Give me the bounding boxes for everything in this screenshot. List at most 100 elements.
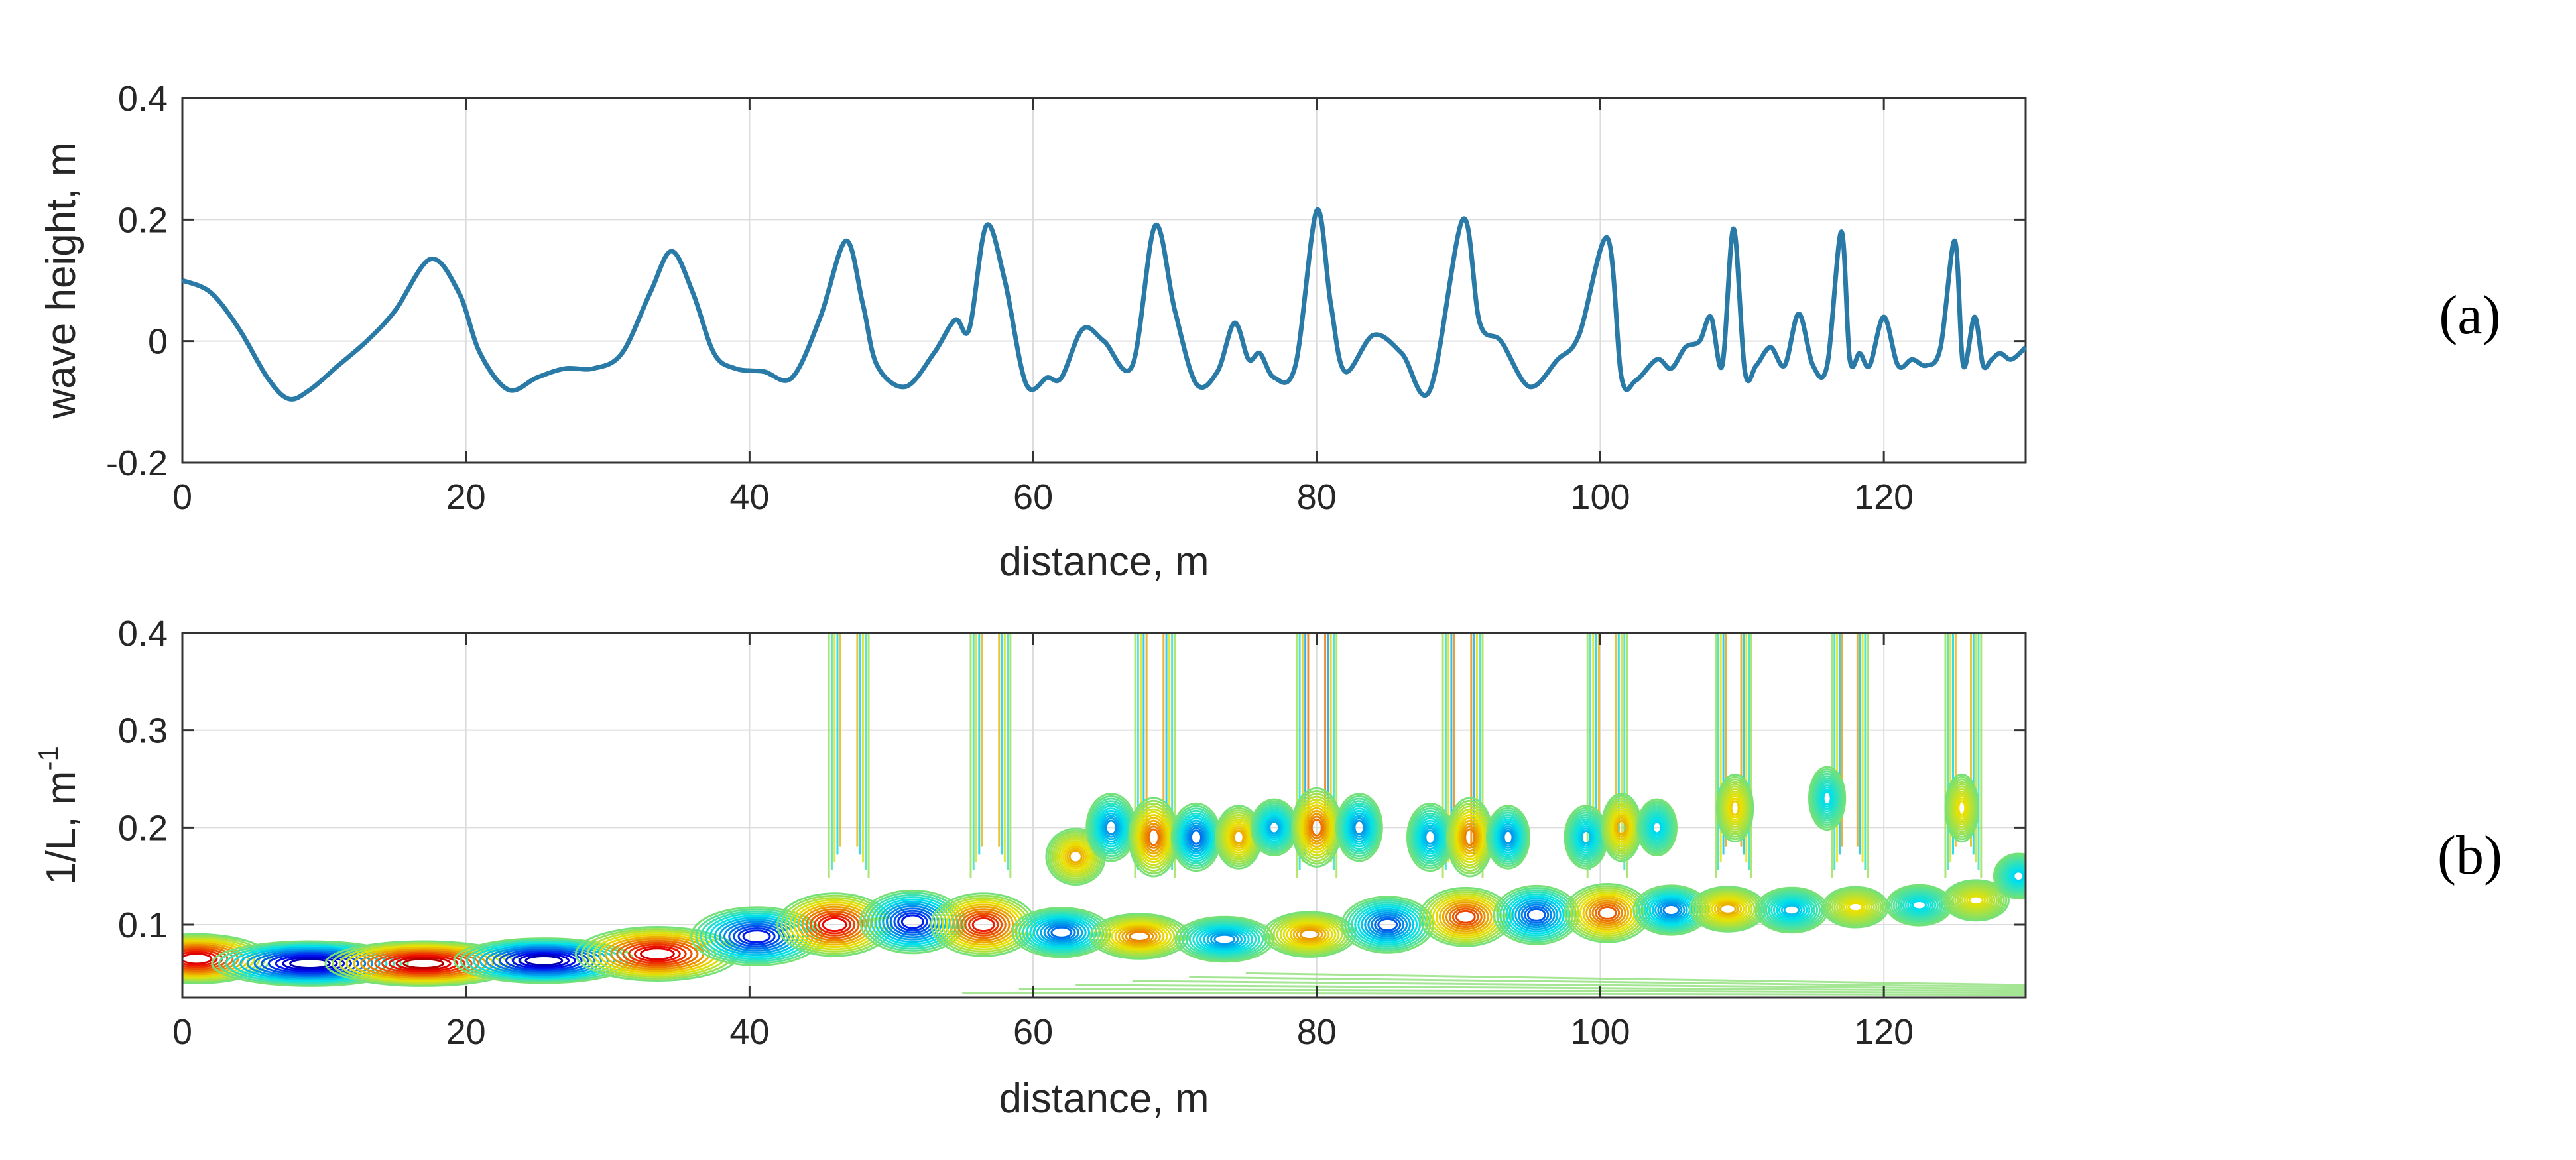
- wavelet-y-axis-label-group: 1/L, m-1: [32, 746, 84, 885]
- wave-height-series-line: [181, 207, 2028, 402]
- wavelet-contour-ring: [1639, 802, 1675, 852]
- wavelet-contour-ring: [1496, 887, 1577, 943]
- wavelet-contour-ring: [1060, 842, 1091, 872]
- wavelet-contour-ring: [1775, 899, 1808, 921]
- wavelet-contour-ring: [1347, 809, 1372, 845]
- wavelet-contour-ring: [1464, 828, 1476, 846]
- wavelet-contour-ring: [388, 955, 459, 972]
- wavelet-contour-ring: [1489, 809, 1528, 865]
- y-tick-label: 0.4: [118, 614, 168, 654]
- wavelet-contour-ring: [1199, 927, 1250, 952]
- wavelet-contour-ring: [253, 950, 367, 978]
- y-tick-label: 0.1: [118, 905, 168, 945]
- wavelet-contour-ring: [1490, 811, 1526, 863]
- wavelet-contour-ring: [1339, 797, 1380, 858]
- wavelet-contour-ring: [1845, 900, 1866, 914]
- wavelet-contour-ring: [182, 951, 218, 967]
- wavelet-contour-ring: [472, 942, 615, 980]
- wavelet-contour-ring: [1571, 816, 1601, 858]
- wavelet-contour-ring: [1968, 895, 1984, 906]
- wavelet-contour-ring: [1231, 827, 1247, 847]
- wavelet-contour-ring: [960, 910, 1007, 939]
- wavelet-contour-ring: [1487, 807, 1529, 868]
- wavelet-contour-ring: [1573, 818, 1599, 856]
- wavelet-contour-ring: [402, 958, 444, 969]
- wavelet-contour-ring: [1612, 812, 1631, 843]
- wavelet-contour-ring: [1188, 827, 1204, 848]
- wavelet-contour-ring: [1808, 766, 1847, 831]
- wavelet-contour-ring: [1613, 815, 1630, 841]
- wavelet-contour-ring: [1282, 921, 1337, 949]
- wavelet-contour-ring: [1485, 805, 1530, 870]
- wavelet-contour-ring: [1831, 892, 1880, 923]
- wavelet-contour-ring: [1178, 917, 1271, 961]
- wavelet-contour-ring: [1643, 808, 1671, 846]
- wavelet-contour-ring: [1595, 903, 1621, 923]
- wavelet-contour-ring: [1708, 897, 1748, 921]
- wavelet-contour-ring: [1597, 906, 1617, 920]
- wavelet-contour-ring: [1660, 902, 1683, 918]
- wavelet-contour-ring: [1414, 815, 1446, 860]
- wavelet-contour-ring: [1569, 814, 1603, 860]
- wavelet-contour-ring: [1524, 905, 1550, 924]
- wavelet-contour-ring: [1765, 893, 1819, 927]
- wavelet-contour-ring: [1650, 819, 1664, 837]
- wavelet-contour-ring: [1502, 891, 1571, 939]
- wavelet-contour-ring: [616, 939, 699, 968]
- wavelet-contour-ring: [822, 917, 847, 933]
- wavelet-contour-ring: [1726, 793, 1744, 823]
- wavelet-contour-ring: [723, 921, 790, 952]
- wavelet-contour-ring: [1424, 829, 1436, 845]
- wavelet-contour-ring: [1949, 884, 2003, 917]
- wavelet-contour-ring: [1226, 821, 1251, 854]
- wavelet-contour-ring: [934, 894, 1033, 955]
- wavelet-contour-ring: [1036, 919, 1087, 946]
- wavelet-contour-ring: [1364, 909, 1412, 940]
- wavelet-contour-ring: [1576, 823, 1596, 852]
- wavelet-contour-ring: [239, 947, 381, 981]
- x-tick-label: 80: [1297, 477, 1337, 517]
- wavelet-contour-ring: [1418, 819, 1443, 855]
- wavelet-contour-ring: [1954, 886, 1998, 915]
- wavelet-contour-ring: [1103, 817, 1119, 838]
- wavelet-contour-ring: [1646, 813, 1668, 842]
- wavelet-contour-ring: [1569, 887, 1645, 939]
- wavelet-contour-ring: [1963, 892, 1989, 909]
- wavelet-contour-ring: [1716, 773, 1754, 843]
- y-tick-label: -0.2: [106, 443, 168, 483]
- wavelet-contour-ring: [1949, 783, 1975, 833]
- wavelet-contour-ring: [1953, 790, 1971, 826]
- wavelet-contour-ring: [801, 905, 868, 944]
- wavelet-contour-ring: [1421, 824, 1440, 850]
- wavelet-contour-ring: [1462, 825, 1477, 849]
- x-tick-label: 0: [172, 477, 192, 517]
- wavelet-contour-ring: [182, 938, 255, 979]
- wavelet-contour-ring: [1040, 921, 1083, 944]
- wavelet-contour-ring: [1520, 903, 1552, 927]
- wavelet-contour-ring: [1501, 827, 1515, 847]
- wavelet-contour-ring: [742, 929, 771, 943]
- wavelet-contour-ring: [1107, 921, 1172, 952]
- wavelet-contour-ring: [499, 949, 589, 973]
- wavelet-contour-ring: [1780, 903, 1803, 917]
- wavelet-contour-ring: [1302, 804, 1332, 851]
- wavelet-low-frequency-streak: [1132, 980, 2026, 990]
- wavelet-contour-ring: [261, 951, 359, 976]
- wavelet-contour-ring: [1114, 924, 1165, 949]
- wavelet-contour-ring: [182, 953, 213, 965]
- wavelet-contour-ring: [1607, 802, 1637, 852]
- wavelet-contour-ring: [1117, 925, 1161, 947]
- wavelet-contour-ring: [1335, 793, 1383, 862]
- y-tick-label: 0.2: [118, 200, 168, 240]
- wavelet-contour-ring: [1310, 818, 1323, 837]
- x-tick-label: 120: [1854, 1012, 1914, 1052]
- wavelet-contour-ring: [1953, 793, 1970, 823]
- wavelet-contour-ring: [1642, 806, 1672, 848]
- wavelet-contour-ring: [1229, 825, 1248, 849]
- wavelet-contour-ring: [1493, 816, 1523, 858]
- wavelet-contour-ring: [524, 955, 564, 966]
- wavelet-axes-frame: [181, 632, 2027, 999]
- wavelet-contour-ring: [1266, 819, 1282, 837]
- wavelet-contour-ring: [1263, 815, 1285, 841]
- wavelet-contour-ring: [1727, 795, 1743, 821]
